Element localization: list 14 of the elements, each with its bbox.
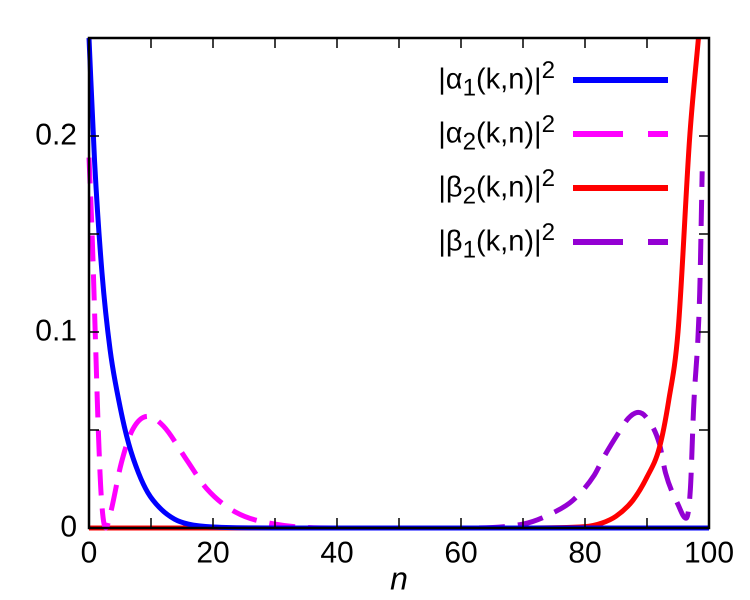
legend-label: |β$_{1}$(k,n)|$^{2}$ xyxy=(438,219,555,265)
y-tick-label: 0 xyxy=(60,510,77,544)
x-tick-label: 20 xyxy=(196,536,230,570)
x-tick-label: 0 xyxy=(80,536,98,570)
y-tick-label: 0.1 xyxy=(35,314,77,348)
x-tick-label: 100 xyxy=(684,536,734,570)
y-tick-label: 0.2 xyxy=(35,118,77,152)
legend-label: |β$_{2}$(k,n)|$^{2}$ xyxy=(438,165,555,211)
x-tick-label: 80 xyxy=(568,536,602,570)
x-tick-label: 60 xyxy=(444,536,478,570)
x-axis-title: n xyxy=(390,560,408,597)
legend-label: |α$_{1}$(k,n)|$^{2}$ xyxy=(438,57,555,103)
legend-label: |α$_{2}$(k,n)|$^{2}$ xyxy=(438,111,555,157)
x-tick-label: 40 xyxy=(320,536,354,570)
